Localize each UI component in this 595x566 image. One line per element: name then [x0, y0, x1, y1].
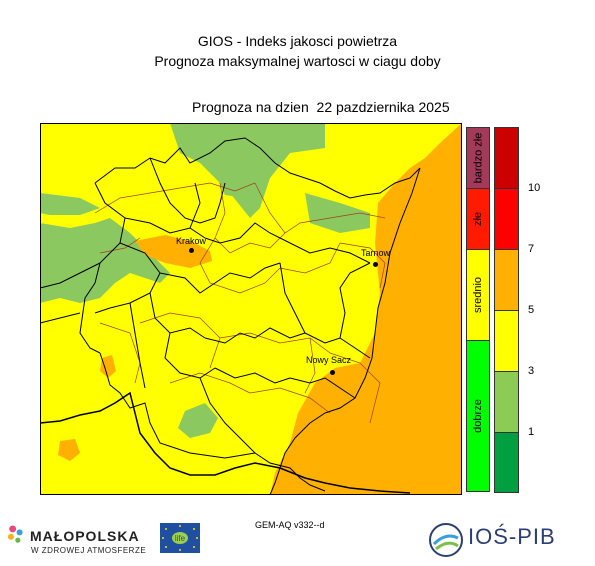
forecast-map — [40, 123, 462, 495]
map-subtitle: Prognoza maksymalnej wartosci w ciagu do… — [154, 53, 441, 69]
malopolska-slogan: W ZDROWEJ ATMOSFERZE — [31, 546, 147, 555]
model-version: GEM-AQ v332--d — [255, 520, 325, 530]
scale-tick-3: 3 — [528, 365, 535, 377]
city-label-tarnow: Tarnow — [361, 248, 391, 258]
orange-zone-west — [100, 355, 116, 378]
green-zone-northeast — [305, 193, 370, 233]
orange-zone-east — [270, 123, 462, 495]
forecast-date: Prognoza na dzien 22 pazdziernika 2025 — [192, 99, 450, 115]
ios-pib-logo-icon — [429, 523, 463, 557]
scale-band-10 — [494, 127, 519, 189]
svg-text:life: life — [175, 534, 186, 543]
scale-tick-7: 7 — [528, 243, 535, 255]
green-zone-north-center — [215, 168, 255, 198]
scale-band-1 — [494, 371, 519, 433]
eu-life-logo: life — [160, 523, 200, 553]
scale-band-7 — [494, 188, 519, 250]
scale-band-0 — [494, 432, 519, 493]
nowy-sacz-marker — [330, 370, 335, 375]
tarnow-marker — [373, 262, 378, 267]
green-zone-north — [170, 123, 325, 218]
orange-zone-south-small — [58, 439, 80, 461]
category-average: srednio — [466, 249, 490, 341]
category-bad: złe — [466, 188, 490, 250]
category-good: dobrze — [466, 340, 490, 492]
malopolska-name: MAŁOPOLSKA — [30, 528, 140, 544]
scale-band-5 — [494, 249, 519, 311]
scale-band-3 — [494, 310, 519, 372]
map-title: GIOS - Indeks jakosci powietrza — [197, 33, 398, 49]
green-zone-northwest — [40, 218, 170, 303]
scale-tick-5: 5 — [528, 304, 535, 316]
scale-tick-10: 10 — [528, 182, 541, 194]
city-label-nowy-sacz: Nowy Sacz — [306, 355, 352, 365]
krakow-marker — [189, 248, 194, 253]
scale-tick-1: 1 — [528, 426, 535, 438]
malopolska-logo-icon — [7, 525, 23, 543]
city-label-krakow: Krakow — [176, 236, 207, 246]
orange-zone-krakow — [135, 235, 212, 268]
green-zone-south — [178, 403, 218, 438]
ios-pib-name: IOŚ-PIB — [468, 524, 556, 549]
eu-stars-icon: life — [160, 523, 200, 553]
category-legend: bardzo złe złe srednio dobrze — [466, 127, 490, 492]
index-color-scale — [494, 127, 519, 493]
category-very-bad: bardzo złe — [466, 127, 490, 189]
green-zone-west-upper — [40, 193, 100, 215]
